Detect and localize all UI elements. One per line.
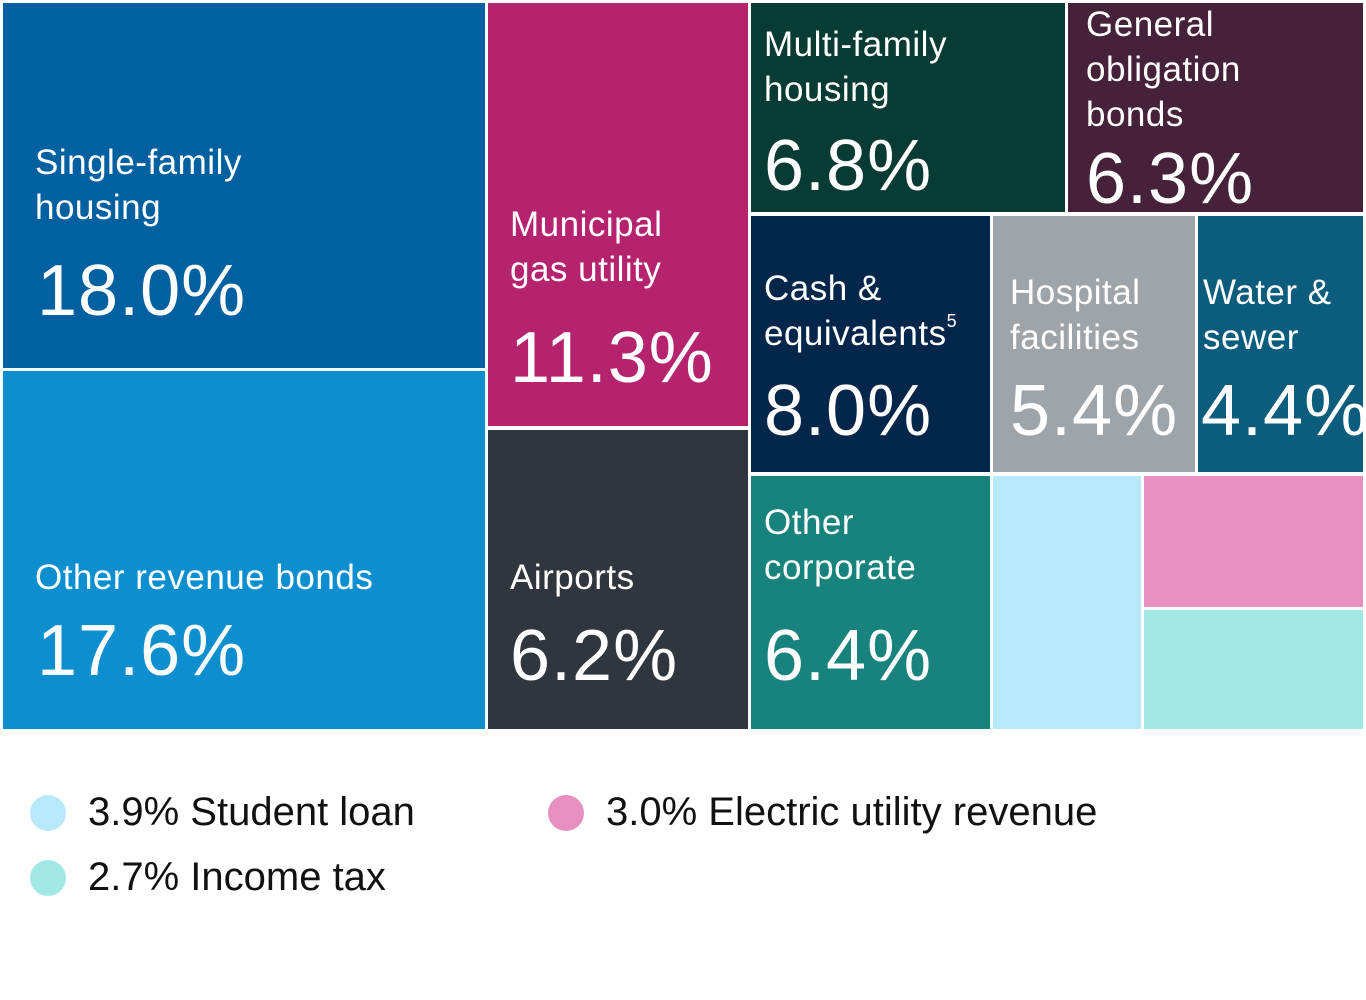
cell-value: 18.0% bbox=[37, 251, 247, 331]
cell-label: Other corporate bbox=[764, 503, 917, 587]
treemap-cell-general-obligation-bonds: General obligation bonds 6.3% bbox=[1068, 3, 1363, 212]
legend-swatch bbox=[30, 859, 66, 896]
legend-swatch bbox=[30, 794, 66, 831]
treemap-cell-hospital-facilities: Hospital facilities 5.4% bbox=[993, 216, 1195, 472]
cell-label: Water & sewer bbox=[1203, 273, 1332, 357]
cell-value: 5.4% bbox=[1010, 371, 1179, 451]
treemap: Single-family housing 18.0% Other revenue … bbox=[3, 3, 1363, 729]
treemap-cell-municipal-gas-utility: Municipal gas utility 11.3% bbox=[488, 3, 748, 426]
cell-label: Airports bbox=[510, 558, 635, 597]
legend-text: 2.7% Income tax bbox=[88, 855, 386, 899]
legend-item: 3.9% Student loan bbox=[30, 790, 415, 835]
cell-value: 6.4% bbox=[764, 616, 933, 696]
treemap-cell-other-corporate: Other corporate 6.4% bbox=[751, 476, 990, 729]
cell-value: 6.2% bbox=[510, 616, 679, 696]
legend-swatch bbox=[548, 794, 584, 831]
legend-text: 3.9% Student loan bbox=[88, 790, 415, 834]
treemap-cell-cash-equivalents: Cash & equivalents5 8.0% bbox=[751, 216, 990, 472]
treemap-cell-electric-utility-revenue bbox=[1144, 476, 1363, 607]
legend-text: 3.0% Electric utility revenue bbox=[606, 790, 1098, 834]
cell-label: Multi-family housing bbox=[764, 25, 947, 109]
cell-value: 8.0% bbox=[764, 371, 933, 451]
legend-item: 2.7% Income tax bbox=[30, 855, 386, 900]
footnote-superscript: 5 bbox=[946, 311, 958, 331]
cell-value: 11.3% bbox=[510, 318, 714, 398]
cell-label: Municipal gas utility bbox=[510, 205, 663, 289]
cell-label: Other revenue bonds bbox=[35, 558, 374, 597]
cell-label: Hospital facilities bbox=[1010, 273, 1141, 357]
cell-label: Single-family housing bbox=[35, 143, 242, 227]
cell-label: General obligation bonds bbox=[1086, 5, 1241, 134]
treemap-cell-multi-family-housing: Multi-family housing 6.8% bbox=[751, 3, 1065, 212]
cell-value: 6.3% bbox=[1086, 139, 1255, 212]
cell-value: 17.6% bbox=[37, 611, 247, 691]
treemap-cell-other-revenue-bonds: Other revenue bonds 17.6% bbox=[3, 371, 485, 729]
legend-item: 3.0% Electric utility revenue bbox=[548, 790, 1097, 835]
cell-label: Cash & equivalents5 bbox=[764, 269, 958, 353]
treemap-cell-income-tax bbox=[1144, 610, 1363, 729]
treemap-cell-single-family-housing: Single-family housing 18.0% bbox=[3, 3, 485, 368]
cell-value: 4.4% bbox=[1201, 371, 1363, 451]
cell-value: 6.8% bbox=[764, 126, 933, 206]
treemap-cell-student-loan bbox=[993, 476, 1141, 729]
treemap-cell-water-sewer: Water & sewer 4.4% bbox=[1198, 216, 1363, 472]
treemap-cell-airports: Airports 6.2% bbox=[488, 430, 748, 729]
